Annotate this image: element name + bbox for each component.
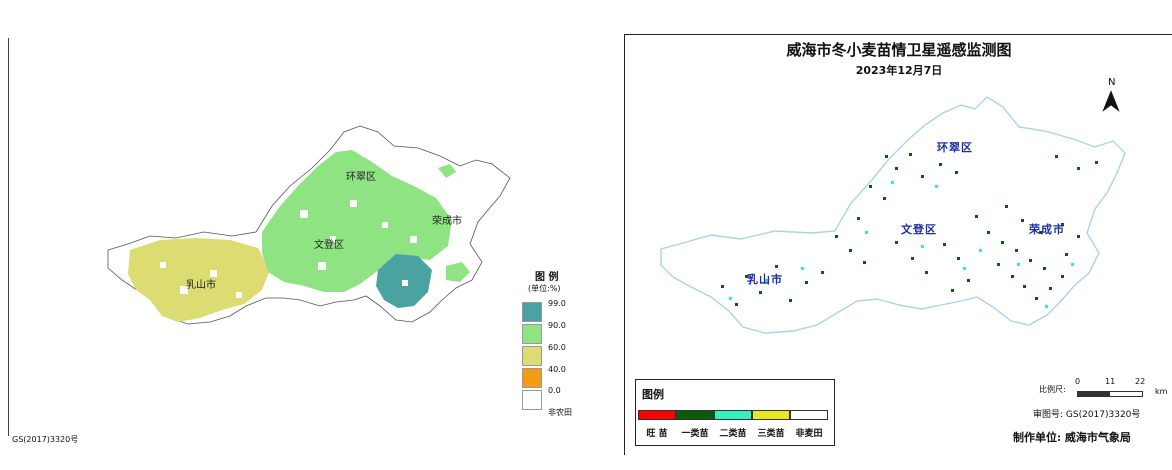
place-label-huancui: 环翠区 — [346, 172, 376, 183]
right-map-date: 2023年12月7日 — [855, 64, 943, 77]
left-legend-label: 90.0 — [548, 321, 566, 330]
right-approval-number: 审图号: GS(2017)3320号 — [1033, 410, 1141, 420]
left-legend-swatch-60 — [522, 346, 542, 366]
right-crop-map — [660, 90, 1126, 334]
north-arrow-icon — [1102, 90, 1120, 112]
right-legend-swatch-nonwheat — [790, 410, 828, 420]
left-legend-title: 图 例 — [535, 272, 559, 283]
right-legend-box: 图例 旺 苗 一类苗 二类苗 三类苗 非麦田 — [635, 379, 835, 446]
left-legend-label: 0.0 — [548, 386, 561, 395]
left-legend-unit: (单位:%) — [528, 284, 561, 293]
right-legend-swatch-class3 — [752, 410, 790, 420]
right-legend-swatch-wang — [638, 410, 676, 420]
east-green-patch — [446, 262, 470, 282]
left-legend-swatch-nonfarm — [522, 390, 542, 410]
scale-unit: km — [1155, 387, 1168, 396]
left-legend-swatch-90 — [522, 324, 542, 344]
left-border-line — [8, 38, 9, 436]
left-legend-label: 60.0 — [548, 343, 566, 352]
crop-pixels-light — [729, 181, 1074, 308]
right-place-wendeng: 文登区 — [901, 223, 937, 236]
scale-tick-0: 0 — [1075, 377, 1081, 386]
scale-bar-light — [1109, 391, 1143, 397]
left-legend-label: 非农田 — [548, 408, 572, 417]
right-legend-label: 二类苗 — [719, 429, 747, 439]
scale-label: 比例尺: — [1039, 385, 1066, 394]
scale-bar-dark — [1077, 391, 1111, 397]
north-green-patch — [438, 164, 456, 178]
right-legend-label: 非麦田 — [795, 429, 823, 439]
place-label-rushan: 乳山市 — [186, 280, 216, 291]
crop-pixels-dark — [721, 153, 1098, 306]
left-crop-map — [107, 125, 511, 325]
left-legend-label: 99.0 — [548, 299, 566, 308]
left-legend-label: 40.0 — [548, 365, 566, 374]
right-map-title: 威海市冬小麦苗情卫星遥感监测图 — [786, 41, 1012, 59]
right-place-rushan: 乳山市 — [747, 273, 783, 286]
right-legend-swatch-class1 — [676, 410, 714, 420]
left-map-panel: 环翠区 荣成市 文登区 乳山市 图 例 (单位:%) 99.0 90.0 60.… — [8, 38, 572, 444]
scale-tick-22: 22 — [1135, 377, 1146, 386]
left-legend-swatch-40 — [522, 368, 542, 388]
right-place-rongcheng: 荣成市 — [1029, 223, 1065, 236]
right-legend-label: 三类苗 — [757, 429, 785, 439]
left-approval-number: GS(2017)3320号 — [12, 435, 79, 444]
right-map-panel: 威海市冬小麦苗情卫星遥感监测图 2023年12月7日 N — [624, 34, 1172, 455]
rushan-region — [128, 238, 270, 322]
right-legend-label: 一类苗 — [681, 429, 709, 439]
right-legend-title: 图例 — [642, 388, 664, 401]
left-legend-swatch-99 — [522, 302, 542, 322]
right-place-huancui: 环翠区 — [937, 141, 973, 154]
right-legend-label: 旺 苗 — [646, 429, 668, 439]
producer-label: 制作单位: 威海市气象局 — [1013, 431, 1131, 444]
right-legend-swatch-class2 — [714, 410, 752, 420]
place-label-rongcheng: 荣成市 — [432, 216, 462, 227]
right-map-outline — [660, 96, 1126, 334]
north-label: N — [1108, 77, 1116, 88]
place-label-wendeng: 文登区 — [314, 240, 344, 251]
scale-tick-11: 11 — [1105, 377, 1116, 386]
